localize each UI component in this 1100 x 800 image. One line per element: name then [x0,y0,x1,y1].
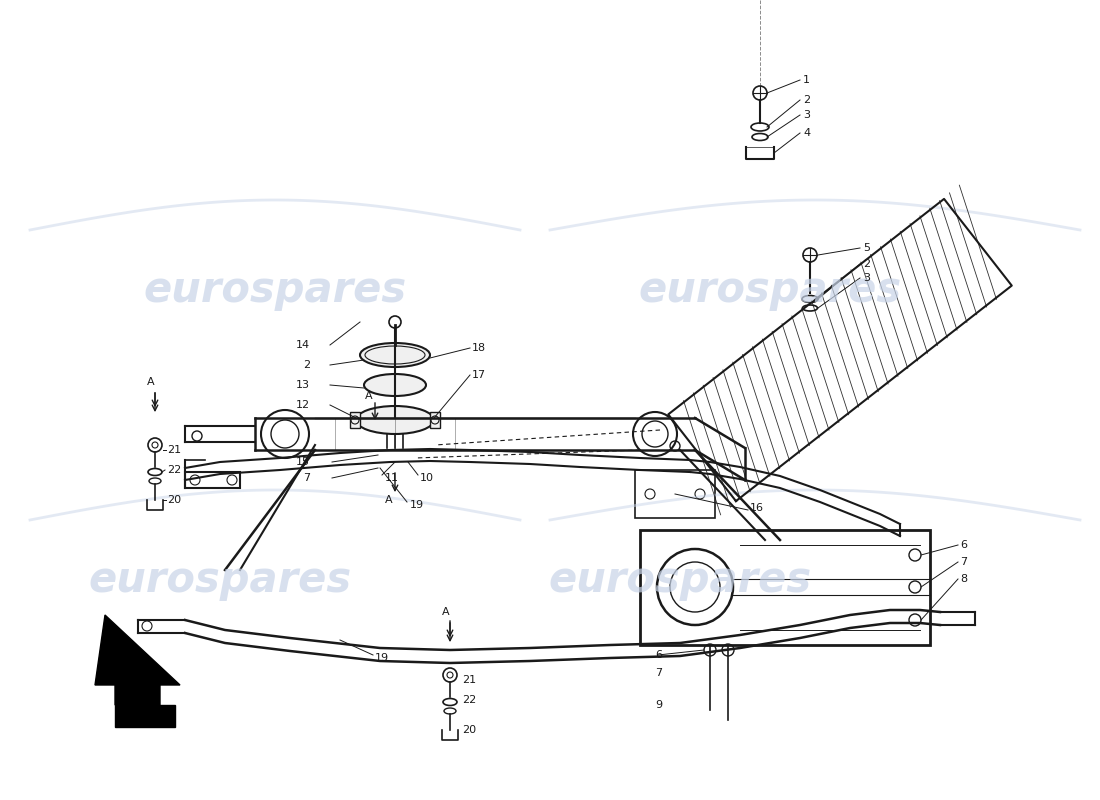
Text: eurospares: eurospares [638,269,902,311]
Text: 9: 9 [654,700,662,710]
Text: 3: 3 [864,273,870,283]
Text: 20: 20 [167,495,182,505]
Text: 21: 21 [462,675,476,685]
Text: 1: 1 [803,75,810,85]
Text: 15: 15 [296,457,310,467]
Text: 16: 16 [750,503,764,513]
Text: A: A [385,495,393,505]
Bar [635,470,715,518]
Text: eurospares: eurospares [88,559,352,601]
Text: 6: 6 [654,650,662,660]
Text: 19: 19 [410,500,425,510]
Text: 2: 2 [803,95,810,105]
Text: 7: 7 [302,473,310,483]
Text: A: A [365,391,373,401]
Text: 8: 8 [960,574,967,584]
Text: 2: 2 [302,360,310,370]
Text: 5: 5 [864,243,870,253]
Text: 22: 22 [462,695,476,705]
Text: 7: 7 [654,668,662,678]
Ellipse shape [356,406,435,434]
Bar [185,472,240,488]
Text: eurospares: eurospares [143,269,407,311]
Text: eurospares: eurospares [549,559,812,601]
Text: 7: 7 [960,557,967,567]
Text: 20: 20 [462,725,476,735]
Text: 4: 4 [803,128,810,138]
Bar [430,412,440,428]
Bar [350,412,360,428]
Ellipse shape [364,374,426,396]
Text: 2: 2 [864,259,870,269]
Text: 22: 22 [167,465,182,475]
Text: 12: 12 [296,400,310,410]
Bar [640,530,930,645]
Text: A: A [147,377,155,387]
Text: 14: 14 [296,340,310,350]
Text: A: A [442,607,450,617]
Polygon shape [95,615,180,705]
Ellipse shape [360,343,430,367]
Text: 3: 3 [803,110,810,120]
Text: 10: 10 [420,473,434,483]
Text: 13: 13 [296,380,310,390]
Text: 18: 18 [472,343,486,353]
Text: 17: 17 [472,370,486,380]
Bar [116,705,175,727]
Text: 21: 21 [167,445,182,455]
Text: 11: 11 [385,473,399,483]
Text: 6: 6 [960,540,967,550]
Text: 19: 19 [375,653,389,663]
